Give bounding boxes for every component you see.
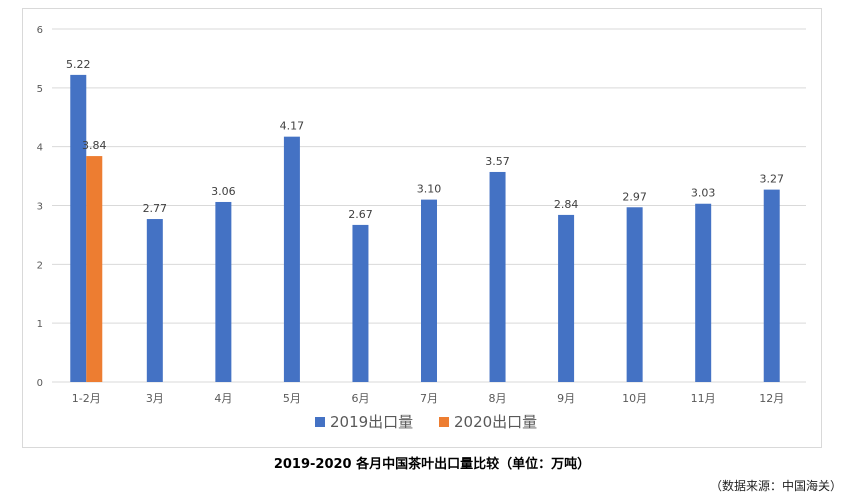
bar (489, 171, 506, 382)
data-label: 3.27 (759, 173, 784, 186)
bar-chart: 0 1 2 3 4 5 6 5.22 3.84 1-2月 2.77 3月 3.06 4月 4.17 5月 2.6… (37, 25, 806, 431)
x-tick-label: 12月 (759, 392, 784, 405)
legend-label: 2020出口量 (454, 413, 537, 431)
data-label: 2.67 (348, 208, 373, 221)
bar (146, 219, 163, 382)
chart-caption: 2019-2020 各月中国茶叶出口量比较（单位：万吨） (273, 457, 591, 472)
y-tick-label: 3 (37, 202, 43, 213)
data-label: 3.57 (485, 155, 510, 168)
x-tick-label: 9月 (557, 392, 575, 405)
bar (70, 74, 87, 382)
bar (86, 156, 103, 382)
x-tick-label: 8月 (489, 392, 507, 405)
y-tick-label: 5 (37, 84, 43, 95)
y-tick-label: 2 (37, 260, 43, 271)
data-label: 3.03 (691, 187, 716, 200)
y-tick-label: 6 (37, 25, 43, 36)
legend-swatch (315, 417, 325, 427)
x-tick-label: 3月 (146, 392, 164, 405)
x-tick-label: 11月 (691, 392, 716, 405)
bar (352, 224, 369, 382)
data-label: 2.77 (143, 202, 168, 215)
chart-frame: 0 1 2 3 4 5 6 5.22 3.84 1-2月 2.77 3月 3.06 4月 4.17 5月 2.6… (22, 8, 822, 448)
data-label: 3.06 (211, 185, 236, 198)
data-label: 2.97 (622, 190, 647, 203)
bar (421, 199, 437, 382)
y-tick-label: 4 (37, 143, 43, 154)
data-label: 3.84 (82, 139, 107, 152)
source-note: （数据来源：中国海关） (709, 479, 842, 493)
bar (283, 136, 300, 382)
legend-label: 2019出口量 (330, 413, 413, 431)
bar (215, 201, 232, 382)
y-tick-label: 1 (37, 319, 43, 330)
x-tick-label: 10月 (622, 392, 647, 405)
bar (558, 214, 575, 382)
legend-swatch (439, 417, 449, 427)
x-tick-label: 7月 (420, 392, 438, 405)
bar (695, 203, 712, 382)
data-label: 5.22 (66, 58, 91, 71)
x-tick-label: 5月 (283, 392, 301, 405)
data-label: 3.10 (417, 183, 442, 196)
bar (763, 189, 780, 382)
x-tick-label: 1-2月 (72, 392, 101, 405)
x-tick-label: 6月 (351, 392, 369, 405)
data-label: 4.17 (280, 120, 305, 133)
y-tick-label: 0 (37, 378, 43, 389)
bar (626, 207, 643, 382)
data-label: 2.84 (554, 198, 579, 211)
x-tick-label: 4月 (214, 392, 232, 405)
